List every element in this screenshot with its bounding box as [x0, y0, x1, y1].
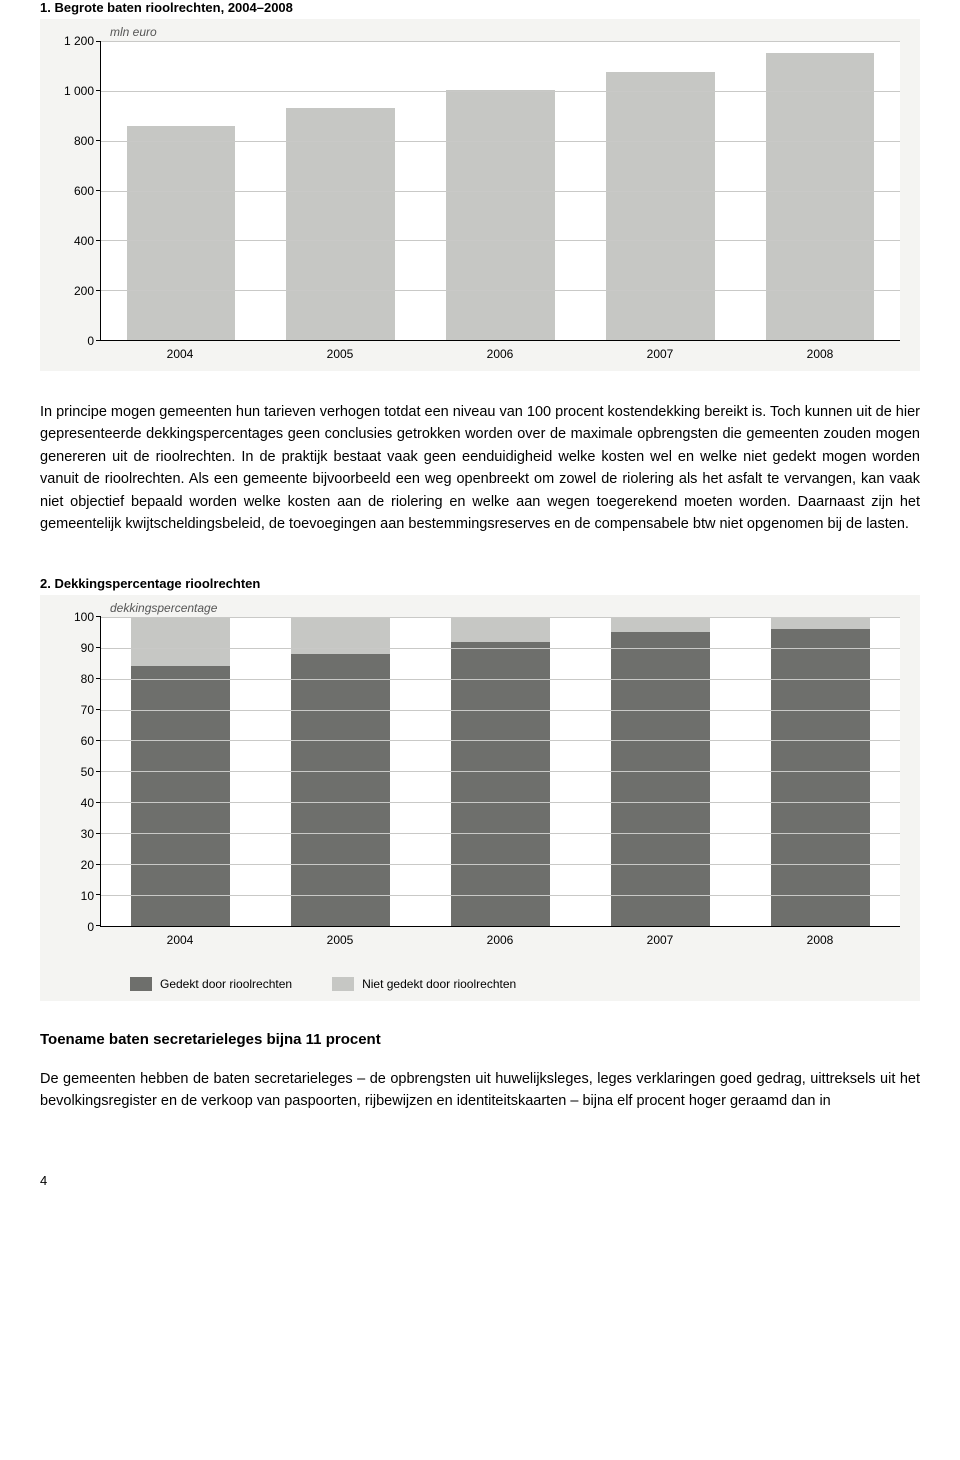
chart1-xlabel: 2004	[100, 347, 260, 361]
chart1-bar	[766, 53, 875, 340]
chart2-bar-gedekt	[611, 632, 710, 926]
chart2-bar-gedekt	[771, 629, 870, 926]
chart2-xaxis: 20042005200620072008	[100, 933, 900, 947]
chart2-title: 2. Dekkingspercentage rioolrechten	[40, 576, 920, 591]
chart2-subtitle: dekkingspercentage	[110, 601, 900, 615]
chart1-bar	[286, 108, 395, 340]
chart1-ylabel: 800	[74, 134, 94, 148]
chart1-xaxis: 20042005200620072008	[100, 347, 900, 361]
swatch-nietgedekt	[332, 977, 354, 991]
chart2-ylabel: 100	[74, 610, 94, 624]
chart1-xlabel: 2008	[740, 347, 900, 361]
chart1-xlabel: 2007	[580, 347, 740, 361]
chart1-bar	[127, 126, 236, 340]
chart1-bar	[446, 90, 555, 340]
legend-label-gedekt: Gedekt door rioolrechten	[160, 977, 292, 991]
chart1-xlabel: 2006	[420, 347, 580, 361]
chart2-ylabel: 40	[81, 796, 94, 810]
chart2-bar-gedekt	[131, 666, 230, 926]
chart2-ylabel: 80	[81, 672, 94, 686]
section-heading: Toename baten secretarieleges bijna 11 p…	[40, 1031, 920, 1048]
chart2-xlabel: 2005	[260, 933, 420, 947]
chart2-bar-nietgedekt	[451, 617, 550, 642]
chart2-container: dekkingspercentage 100908070605040302010…	[40, 595, 920, 1001]
chart2-ylabel: 20	[81, 858, 94, 872]
chart1-container: mln euro 1 2001 0008006004002000 2004200…	[40, 19, 920, 371]
chart1-subtitle: mln euro	[110, 25, 900, 39]
chart2-plot	[100, 617, 900, 927]
swatch-gedekt	[130, 977, 152, 991]
chart2-bar-gedekt	[451, 642, 550, 926]
chart2-xlabel: 2007	[580, 933, 740, 947]
chart2-xlabel: 2006	[420, 933, 580, 947]
chart2-legend: Gedekt door rioolrechten Niet gedekt doo…	[130, 977, 900, 991]
chart1-ylabel: 1 200	[64, 34, 94, 48]
legend-item-gedekt: Gedekt door rioolrechten	[130, 977, 292, 991]
chart2-bar-nietgedekt	[611, 617, 710, 632]
chart2-ylabel: 0	[87, 920, 94, 934]
chart2-xlabel: 2004	[100, 933, 260, 947]
chart1-ylabel: 0	[87, 334, 94, 348]
chart2-ylabel: 90	[81, 641, 94, 655]
chart2-ylabel: 30	[81, 827, 94, 841]
chart2-yaxis: 1009080706050403020100	[50, 617, 100, 927]
chart1-ylabel: 600	[74, 184, 94, 198]
chart2-ylabel: 50	[81, 765, 94, 779]
chart1-yaxis: 1 2001 0008006004002000	[50, 41, 100, 341]
chart2-ylabel: 70	[81, 703, 94, 717]
chart1-ylabel: 400	[74, 234, 94, 248]
paragraph-2: De gemeenten hebben de baten secretariel…	[40, 1068, 920, 1113]
chart2-xlabel: 2008	[740, 933, 900, 947]
chart1-plot	[100, 41, 900, 341]
chart2-bar-nietgedekt	[131, 617, 230, 666]
chart1-xlabel: 2005	[260, 347, 420, 361]
chart2-bar-nietgedekt	[771, 617, 870, 629]
chart1-title: 1. Begrote baten rioolrechten, 2004–2008	[40, 0, 920, 15]
legend-item-nietgedekt: Niet gedekt door rioolrechten	[332, 977, 516, 991]
paragraph-1: In principe mogen gemeenten hun tarieven…	[40, 401, 920, 536]
legend-label-nietgedekt: Niet gedekt door rioolrechten	[362, 977, 516, 991]
chart1-ylabel: 1 000	[64, 84, 94, 98]
chart2-ylabel: 60	[81, 734, 94, 748]
chart2-bar-gedekt	[291, 654, 390, 926]
chart1-ylabel: 200	[74, 284, 94, 298]
chart1-bar	[606, 72, 715, 340]
page-number: 4	[40, 1173, 920, 1188]
chart2-ylabel: 10	[81, 889, 94, 903]
